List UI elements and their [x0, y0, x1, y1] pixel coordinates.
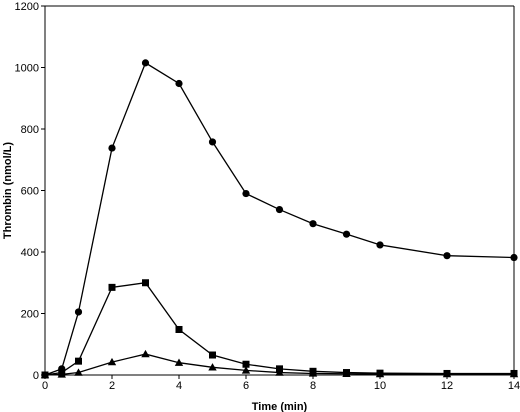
- data-point: [209, 351, 216, 359]
- x-tick-label: 8: [310, 380, 316, 392]
- data-point: [141, 59, 150, 67]
- data-point: [376, 241, 384, 249]
- y-tick-label: 800: [21, 124, 39, 136]
- x-ticks: 0 2 4 6 8 10 12 14: [42, 375, 520, 392]
- data-point: [174, 358, 184, 366]
- series-line: [44, 282, 514, 376]
- x-tick-label: 4: [176, 380, 182, 392]
- x-tick-label: 6: [243, 380, 249, 392]
- data-point: [510, 253, 518, 262]
- data-point: [208, 138, 217, 146]
- data-point: [74, 368, 83, 376]
- data-point: [107, 357, 117, 366]
- data-point: [241, 366, 251, 374]
- data-point: [75, 357, 82, 365]
- data-point: [108, 144, 116, 152]
- data-point: [108, 283, 116, 291]
- data-point: [175, 325, 183, 333]
- data-point: [509, 369, 519, 378]
- y-tick-label: 1000: [15, 63, 39, 75]
- data-point: [40, 370, 50, 379]
- y-axis-title: Thrombin (nmol/L): [2, 142, 14, 239]
- data-point: [141, 349, 150, 358]
- data-point: [74, 308, 83, 316]
- y-tick-label: 1200: [15, 1, 39, 13]
- data-point: [309, 220, 317, 228]
- data-point: [242, 360, 250, 368]
- x-tick-label: 2: [109, 380, 115, 392]
- data-point: [443, 252, 451, 260]
- x-tick-label: 10: [374, 380, 386, 392]
- data-point: [308, 369, 318, 377]
- x-tick-label: 14: [508, 380, 520, 392]
- x-tick-label: 12: [441, 380, 453, 392]
- data-point: [342, 230, 351, 238]
- series-line: [44, 61, 515, 376]
- data-point: [442, 369, 452, 378]
- data-point: [275, 368, 284, 376]
- data-point: [208, 363, 217, 371]
- axes: [44, 5, 515, 376]
- series-line: [44, 353, 514, 376]
- data-point: [142, 279, 149, 287]
- series-circle: [41, 59, 518, 379]
- y-tick-label: 400: [21, 247, 39, 259]
- data-point: [57, 370, 66, 378]
- data-point: [275, 205, 284, 214]
- y-tick-label: 200: [21, 309, 39, 321]
- y-ticks: 0 200 400 600 800 1000 1200: [15, 1, 45, 382]
- series-layer: [40, 59, 519, 379]
- x-axis-title: Time (min): [252, 401, 308, 412]
- data-point: [242, 189, 250, 198]
- data-point: [375, 369, 385, 378]
- data-point: [175, 79, 183, 88]
- data-point: [342, 369, 351, 377]
- series-triangle: [40, 349, 519, 379]
- y-tick-label: 0: [33, 370, 39, 382]
- y-tick-label: 600: [21, 186, 39, 198]
- x-tick-label: 0: [42, 380, 48, 392]
